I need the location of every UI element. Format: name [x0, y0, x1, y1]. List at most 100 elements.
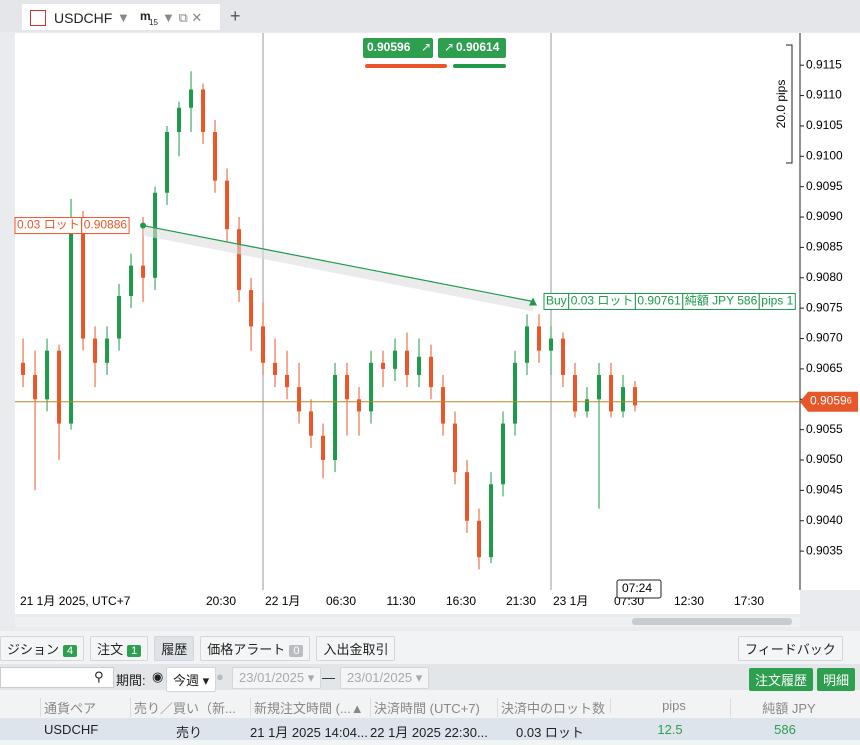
- candle-body: [393, 350, 398, 369]
- scrollbar[interactable]: [15, 617, 800, 627]
- x-tick-label: 17:30: [734, 594, 764, 608]
- candle-body: [189, 89, 194, 108]
- candle-body: [237, 229, 242, 290]
- x-tick-label: 20:30: [206, 594, 236, 608]
- candle-body: [417, 356, 422, 375]
- quote-bar: [365, 64, 447, 68]
- details[interactable]: 明細: [817, 668, 856, 691]
- cell: 12.5: [657, 722, 683, 737]
- x-tick-label: 22 1月: [265, 594, 300, 608]
- symbol[interactable]: USDCHF: [54, 10, 113, 26]
- candle-body: [81, 217, 86, 339]
- column-header: 決済時間 (UTC+7): [370, 698, 498, 717]
- candle-body: [285, 374, 290, 388]
- period-label: 期間:: [116, 673, 146, 688]
- x-tick-label: 21:30: [506, 594, 536, 608]
- y-tick-label: 0.9065: [806, 361, 843, 375]
- quote-bar: [453, 64, 506, 68]
- exit-label: Buy: [546, 294, 567, 308]
- date-from[interactable]: 23/01/2025 ▾: [232, 667, 322, 689]
- candle-body: [57, 350, 62, 424]
- current-price-label: 0.90596: [810, 394, 852, 408]
- cell: USDCHF: [44, 722, 99, 737]
- candle-body: [309, 411, 314, 436]
- x-tick-label: 06:30: [326, 594, 356, 608]
- panel-tab[interactable]: 注文 1: [90, 636, 149, 661]
- feedback[interactable]: フィードバック: [738, 636, 843, 661]
- candle-body: [225, 180, 230, 230]
- table-row[interactable]: [0, 718, 860, 740]
- candle-body: [549, 338, 554, 351]
- candle-body: [513, 362, 518, 424]
- y-tick-label: 0.9045: [806, 483, 843, 497]
- chart: 20.0 pips 21 1月 2025, UTC+7 0.9035 0.9040…: [14, 33, 860, 627]
- candle-body: [405, 350, 410, 375]
- trade-line: [142, 224, 534, 303]
- dropdown[interactable]: ▼ ⧉ ✕: [162, 10, 203, 25]
- radio[interactable]: ◉: [152, 669, 164, 684]
- ruler: [786, 44, 793, 164]
- order-history[interactable]: 注文履歴: [749, 668, 814, 691]
- dropdown[interactable]: ▼: [117, 10, 130, 25]
- candle-body: [573, 374, 578, 412]
- date-text: 23/01/2025: [239, 670, 305, 685]
- candle-body: [273, 362, 278, 375]
- date-text: 23/01/2025: [347, 670, 413, 685]
- exit-label: pips 1: [761, 294, 793, 308]
- quote-box: [363, 38, 433, 58]
- y-tick-label: 0.9080: [806, 270, 843, 284]
- chart-icon: [30, 10, 46, 26]
- candle-body: [585, 399, 590, 412]
- time-axis: [15, 590, 800, 614]
- candle-body: [441, 387, 446, 424]
- range-text: 今週: [173, 673, 200, 688]
- date-to[interactable]: 23/01/2025 ▾: [340, 667, 430, 689]
- chart-tab[interactable]: [22, 4, 220, 30]
- candle-body: [141, 265, 146, 278]
- cell: 21 1月 2025 14:04...: [250, 725, 368, 740]
- filter-row: [0, 664, 860, 690]
- candle-body: [297, 387, 302, 412]
- price-main: 0.9059: [810, 394, 847, 408]
- x-origin-label: 21 1月 2025, UTC+7: [20, 594, 131, 608]
- candle-body: [261, 326, 266, 363]
- entry-label: 0.90886: [84, 218, 128, 232]
- exit-label: 0.03 ロット: [571, 294, 634, 308]
- price-pipette: 6: [847, 396, 852, 406]
- tab-label: 入出金取引: [323, 642, 389, 657]
- panel-tab[interactable]: 価格アラート 0: [200, 636, 311, 661]
- search[interactable]: [0, 667, 114, 688]
- trade-exit: [529, 297, 538, 306]
- radio[interactable]: ●: [216, 669, 224, 684]
- range[interactable]: 今週 ▾: [166, 667, 217, 692]
- candle-body: [165, 132, 170, 193]
- candle-body: [369, 362, 374, 412]
- panel-tab[interactable]: ジション 4: [0, 636, 85, 661]
- panel-tab[interactable]: 履歴: [154, 636, 195, 661]
- arrow: ↗: [444, 40, 454, 54]
- x-tick-label: 16:30: [446, 594, 476, 608]
- candle-body: [105, 338, 110, 363]
- candle-body: [129, 265, 134, 297]
- candle-body: [597, 374, 602, 400]
- column-header: 純額 JPY: [730, 698, 844, 717]
- candle-body: [501, 423, 506, 485]
- ruler-label: 20.0 pips: [774, 80, 788, 129]
- candle-body: [633, 387, 638, 406]
- scroll-thumb[interactable]: [632, 618, 792, 625]
- y-tick-label: 0.9110: [806, 88, 842, 102]
- add-tab[interactable]: +: [230, 6, 241, 26]
- y-tick-label: 0.9115: [806, 57, 842, 71]
- y-tick-label: 0.9090: [806, 209, 843, 223]
- trade-entry: [140, 222, 147, 229]
- cell: 売り: [176, 725, 203, 740]
- timeframe[interactable]: m: [140, 9, 151, 23]
- cell: 586: [774, 722, 796, 737]
- tab-count: 1: [127, 645, 142, 657]
- candle-body: [213, 132, 218, 181]
- candle-body: [465, 472, 470, 521]
- dash: —: [322, 670, 335, 685]
- candle-body: [537, 326, 542, 351]
- entry-label-box: [81, 217, 130, 235]
- panel-tab[interactable]: 入出金取引: [316, 636, 396, 661]
